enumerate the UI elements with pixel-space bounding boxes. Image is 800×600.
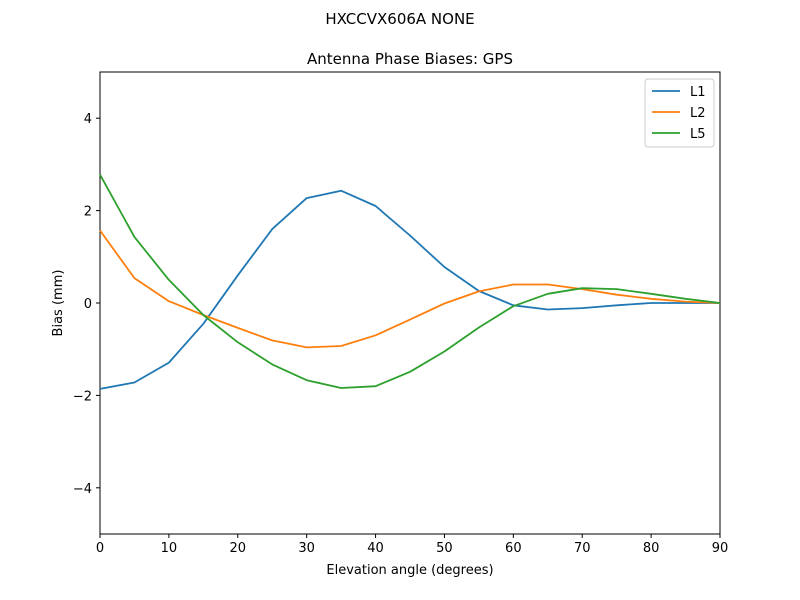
- x-tick-label: 40: [367, 541, 384, 556]
- series-line-l5: [99, 174, 721, 389]
- legend: L1 L2 L5: [644, 78, 715, 148]
- x-tick-label: 0: [96, 541, 104, 556]
- plot-area: [99, 71, 721, 535]
- x-axis-label: Elevation angle (degrees): [326, 563, 493, 578]
- x-tick-label: 70: [574, 541, 591, 556]
- x-tick-label: 20: [230, 541, 247, 556]
- legend-label-l2: L2: [690, 106, 706, 121]
- chart-title: Antenna Phase Biases: GPS: [307, 50, 513, 68]
- legend-frame: [644, 78, 715, 148]
- x-tick-label: 90: [712, 541, 729, 556]
- x-axis: 0 10 20 30 40 50 60 70 80 90: [96, 534, 728, 556]
- y-tick-label: 4: [84, 112, 92, 127]
- x-tick-label: 50: [436, 541, 453, 556]
- y-tick-label: 2: [84, 205, 92, 220]
- x-tick-label: 80: [643, 541, 660, 556]
- series-lines: [99, 174, 721, 390]
- series-line-l2: [99, 229, 721, 349]
- x-tick-label: 10: [161, 541, 178, 556]
- y-axis: −4 −2 0 2 4: [73, 112, 100, 497]
- y-tick-label: −2: [73, 389, 92, 404]
- y-tick-label: 0: [84, 297, 92, 312]
- x-tick-label: 60: [505, 541, 522, 556]
- y-axis-label: Bias (mm): [51, 270, 66, 337]
- x-tick-label: 30: [298, 541, 315, 556]
- series-line-l1: [99, 189, 720, 390]
- legend-label-l1: L1: [690, 85, 706, 100]
- figure-suptitle: HXCCVX606A NONE: [325, 10, 474, 28]
- legend-label-l5: L5: [690, 127, 706, 142]
- y-tick-label: −4: [73, 482, 92, 497]
